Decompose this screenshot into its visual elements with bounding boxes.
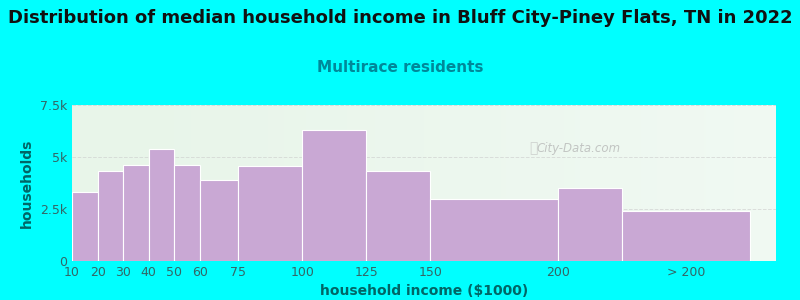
Bar (302, 130, 366, 261)
Bar (366, 170, 430, 261)
X-axis label: household income ($1000): household income ($1000) (320, 284, 528, 298)
Bar (430, 199, 558, 261)
Bar (558, 188, 622, 261)
Y-axis label: households: households (20, 138, 34, 228)
Bar (174, 165, 200, 261)
Bar (123, 165, 149, 261)
Bar (149, 149, 174, 261)
Bar (72, 192, 98, 261)
Text: Multirace residents: Multirace residents (317, 60, 483, 75)
Bar (98, 170, 123, 261)
Bar (200, 180, 238, 261)
Text: Ⓞ: Ⓞ (529, 142, 538, 156)
Text: City-Data.com: City-Data.com (537, 142, 621, 155)
Text: Distribution of median household income in Bluff City-Piney Flats, TN in 2022: Distribution of median household income … (8, 9, 792, 27)
Bar (622, 211, 750, 261)
Bar (238, 167, 302, 261)
